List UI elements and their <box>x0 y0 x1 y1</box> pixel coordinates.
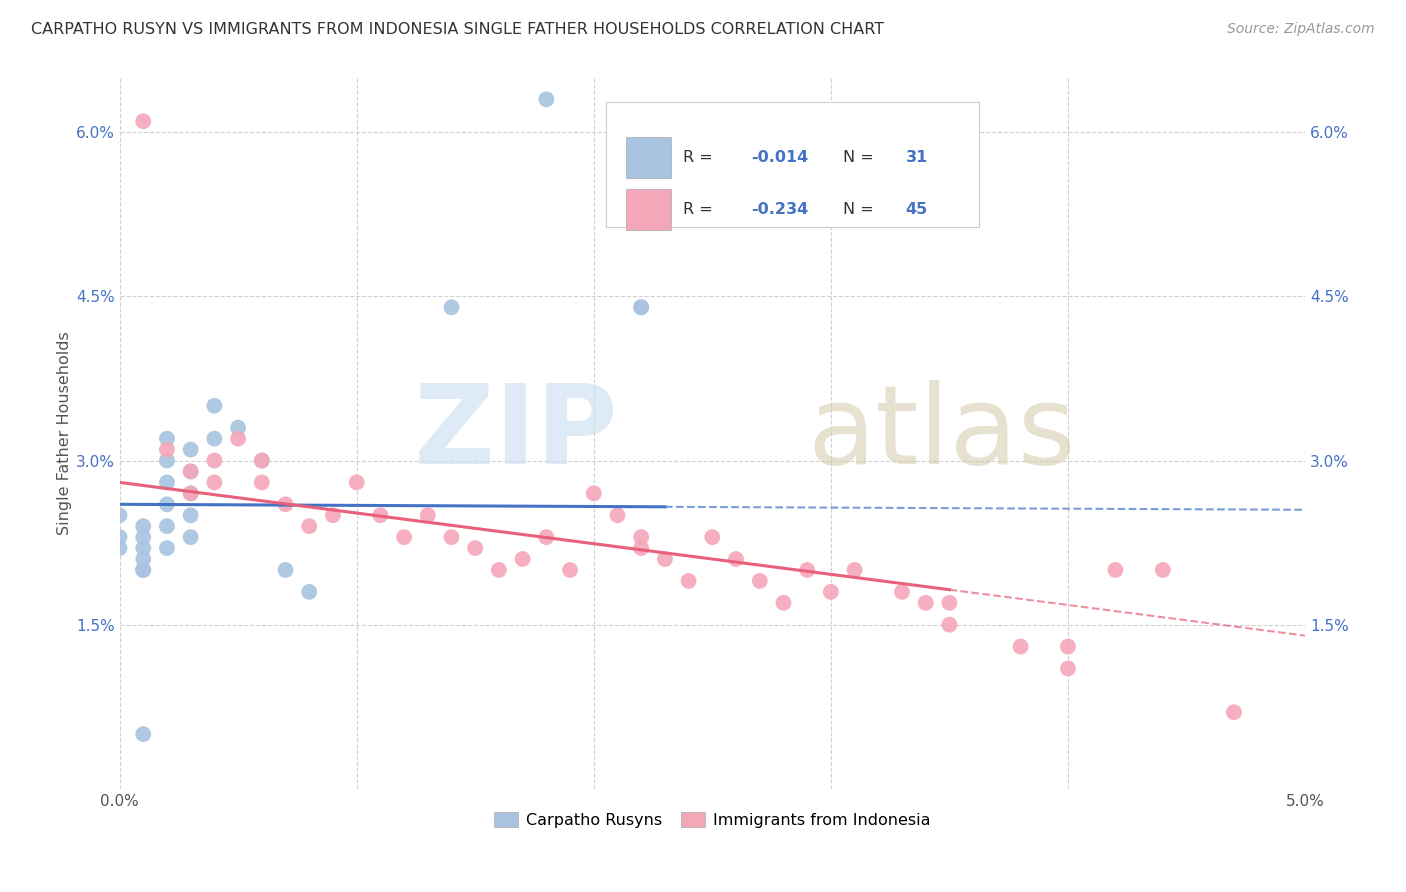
Point <box>108 508 131 523</box>
Point <box>250 475 273 490</box>
Point <box>1057 640 1080 654</box>
Point <box>180 442 202 457</box>
Point <box>132 541 155 555</box>
Point <box>202 453 225 467</box>
Point <box>346 475 368 490</box>
Text: CARPATHO RUSYN VS IMMIGRANTS FROM INDONESIA SINGLE FATHER HOUSEHOLDS CORRELATION: CARPATHO RUSYN VS IMMIGRANTS FROM INDONE… <box>31 22 884 37</box>
Point <box>606 508 628 523</box>
Point <box>488 563 510 577</box>
Point <box>226 420 249 434</box>
Point <box>180 465 202 479</box>
Point <box>132 563 155 577</box>
Point <box>156 497 179 511</box>
Point <box>156 519 179 533</box>
Point <box>180 508 202 523</box>
Text: R =: R = <box>683 202 717 217</box>
Point <box>630 300 652 314</box>
Point <box>464 541 486 555</box>
Point <box>938 596 960 610</box>
Point <box>250 453 273 467</box>
Point <box>274 497 297 511</box>
Point <box>156 432 179 446</box>
Text: Source: ZipAtlas.com: Source: ZipAtlas.com <box>1227 22 1375 37</box>
Point <box>156 442 179 457</box>
Point <box>512 552 534 566</box>
Point <box>654 552 676 566</box>
Point <box>1057 661 1080 675</box>
Point <box>938 617 960 632</box>
Point <box>180 465 202 479</box>
Legend: Carpatho Rusyns, Immigrants from Indonesia: Carpatho Rusyns, Immigrants from Indones… <box>488 805 936 834</box>
Point <box>748 574 770 588</box>
Text: R =: R = <box>683 150 717 165</box>
Point <box>156 541 179 555</box>
Point <box>202 399 225 413</box>
Point <box>202 475 225 490</box>
Point <box>202 432 225 446</box>
Point <box>844 563 866 577</box>
Text: 45: 45 <box>905 202 928 217</box>
Point <box>180 486 202 500</box>
Text: 31: 31 <box>905 150 928 165</box>
Point <box>132 552 155 566</box>
Point <box>132 563 155 577</box>
Point <box>772 596 794 610</box>
Point <box>702 530 724 544</box>
Y-axis label: Single Father Households: Single Father Households <box>58 331 72 535</box>
FancyBboxPatch shape <box>626 188 671 230</box>
Point <box>1223 705 1246 719</box>
Point <box>298 519 321 533</box>
Text: -0.234: -0.234 <box>751 202 808 217</box>
FancyBboxPatch shape <box>606 103 979 227</box>
Point <box>298 585 321 599</box>
Point <box>370 508 392 523</box>
Point <box>1104 563 1126 577</box>
Point <box>108 541 131 555</box>
Point <box>274 563 297 577</box>
Text: N =: N = <box>842 150 879 165</box>
Point <box>132 114 155 128</box>
Point <box>132 519 155 533</box>
Point <box>250 453 273 467</box>
Point <box>156 453 179 467</box>
Point <box>820 585 842 599</box>
Point <box>416 508 439 523</box>
Point <box>1010 640 1032 654</box>
Point <box>132 530 155 544</box>
Point <box>180 530 202 544</box>
Point <box>440 300 463 314</box>
Text: ZIP: ZIP <box>415 380 617 487</box>
Point <box>156 475 179 490</box>
Point <box>914 596 936 610</box>
Point <box>891 585 914 599</box>
Point <box>322 508 344 523</box>
Point <box>630 530 652 544</box>
Point <box>582 486 605 500</box>
Point <box>132 727 155 741</box>
Point <box>536 92 558 106</box>
Text: -0.014: -0.014 <box>751 150 808 165</box>
Point <box>678 574 700 588</box>
Point <box>392 530 415 544</box>
Point <box>1152 563 1174 577</box>
Text: atlas: atlas <box>807 380 1076 487</box>
Point <box>226 432 249 446</box>
Point <box>724 552 747 566</box>
Point <box>440 530 463 544</box>
Point <box>180 486 202 500</box>
Point <box>536 530 558 544</box>
Point <box>558 563 581 577</box>
Point <box>796 563 818 577</box>
Point <box>630 541 652 555</box>
Point <box>630 300 652 314</box>
Point <box>108 530 131 544</box>
Text: N =: N = <box>842 202 879 217</box>
FancyBboxPatch shape <box>626 136 671 178</box>
